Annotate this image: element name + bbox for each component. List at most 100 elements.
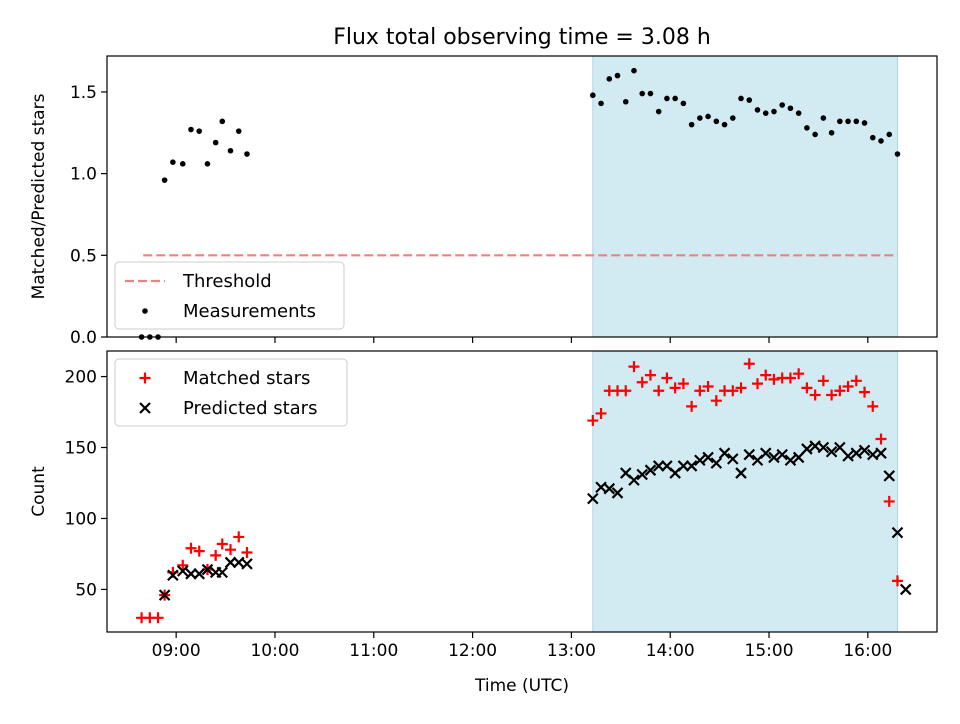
data-point xyxy=(735,467,747,479)
legend-entry-label: Matched stars xyxy=(183,368,310,389)
data-point xyxy=(828,129,835,136)
legend: Matched stars Predicted stars xyxy=(114,358,348,427)
data-point xyxy=(894,151,901,157)
data-point xyxy=(631,67,637,74)
data-point xyxy=(842,380,854,392)
data-point xyxy=(735,382,747,394)
y-tick-label: 200 xyxy=(65,368,97,388)
data-point xyxy=(883,470,896,482)
data-point xyxy=(227,147,234,154)
data-point xyxy=(167,569,179,582)
data-point xyxy=(743,358,755,370)
data-point xyxy=(826,389,838,401)
data-point xyxy=(883,495,895,507)
data-point xyxy=(225,544,237,556)
axes-frame xyxy=(106,55,938,338)
legend-entry-label: Threshold xyxy=(182,271,272,292)
data-point xyxy=(842,450,854,462)
data-point xyxy=(787,105,794,112)
data-point xyxy=(603,482,616,495)
data-point xyxy=(233,531,245,543)
data-point xyxy=(710,457,723,469)
data-point xyxy=(738,95,744,102)
data-point xyxy=(185,568,197,580)
data-point xyxy=(688,121,695,128)
data-point xyxy=(622,98,629,105)
legend-marker-swatch xyxy=(139,372,151,384)
data-point xyxy=(677,378,689,390)
data-point xyxy=(620,385,632,397)
legend-marker-swatch xyxy=(142,308,148,314)
x-tick-label: 09:00 xyxy=(152,641,201,661)
legend-box xyxy=(114,261,345,330)
data-point xyxy=(705,113,711,120)
data-point xyxy=(664,95,670,102)
data-point xyxy=(587,492,599,505)
data-point xyxy=(694,385,706,397)
data-point xyxy=(886,131,893,138)
data-point xyxy=(204,161,211,167)
x-tick-label: 13:00 xyxy=(547,641,596,661)
data-point xyxy=(729,115,736,121)
data-point xyxy=(644,464,657,476)
x-tick-label: 12:00 xyxy=(448,641,497,661)
data-point xyxy=(210,549,222,561)
data-point xyxy=(875,447,887,459)
data-point xyxy=(713,118,720,125)
x-tick-label: 16:00 xyxy=(843,641,892,661)
ratio-panel: 0.0 0.5 1.0 1.5 Matched/Predicted stars Thres… xyxy=(29,55,938,348)
data-point xyxy=(661,372,673,384)
y-axis-label: Count xyxy=(29,466,49,517)
data-point xyxy=(179,161,186,167)
data-point xyxy=(177,559,189,571)
data-point xyxy=(779,102,785,108)
data-point xyxy=(244,151,250,157)
data-point xyxy=(809,389,821,401)
data-point xyxy=(859,386,871,398)
data-point xyxy=(201,563,214,576)
data-point xyxy=(845,118,851,125)
data-point xyxy=(598,100,604,107)
data-point xyxy=(219,118,226,125)
data-point xyxy=(158,589,171,601)
data-point xyxy=(768,451,780,464)
legend-box xyxy=(114,358,348,427)
series-measurements xyxy=(138,67,901,340)
data-point xyxy=(804,125,810,131)
legend: Threshold Measurements xyxy=(114,261,345,330)
y-tick-label: 1.0 xyxy=(70,165,97,185)
data-point xyxy=(776,448,788,461)
data-point xyxy=(754,107,761,113)
data-point xyxy=(768,373,780,385)
data-point xyxy=(834,441,846,454)
data-point xyxy=(771,108,777,115)
data-point xyxy=(653,385,665,397)
data-point xyxy=(224,556,237,569)
data-point xyxy=(751,378,763,390)
data-point xyxy=(176,565,189,577)
data-point xyxy=(834,385,846,397)
data-point xyxy=(793,368,805,380)
axes-frame xyxy=(106,350,938,633)
data-point xyxy=(795,110,802,116)
figure-title: Flux total observing time = 3.08 h xyxy=(333,25,711,50)
data-point xyxy=(891,526,904,539)
data-point xyxy=(685,460,698,472)
data-point xyxy=(628,474,640,486)
data-point xyxy=(850,447,863,459)
data-point xyxy=(652,460,665,472)
x-tick-label: 10:00 xyxy=(250,641,299,661)
data-point xyxy=(853,118,860,125)
data-point xyxy=(644,369,656,381)
legend-entry-label: Measurements xyxy=(183,301,316,322)
data-point xyxy=(746,97,753,103)
count-panel: 09:00 10:00 11:00 12:00 13:00 14:00 15:00 16:00… xyxy=(29,350,938,661)
legend-entry-label: Predicted stars xyxy=(183,398,317,419)
data-point xyxy=(669,382,681,394)
x-tick-label: 15:00 xyxy=(745,641,794,661)
series-predicted-stars xyxy=(158,440,912,601)
data-point xyxy=(743,448,756,461)
data-point xyxy=(878,138,884,144)
y-tick-label: 150 xyxy=(65,439,97,459)
